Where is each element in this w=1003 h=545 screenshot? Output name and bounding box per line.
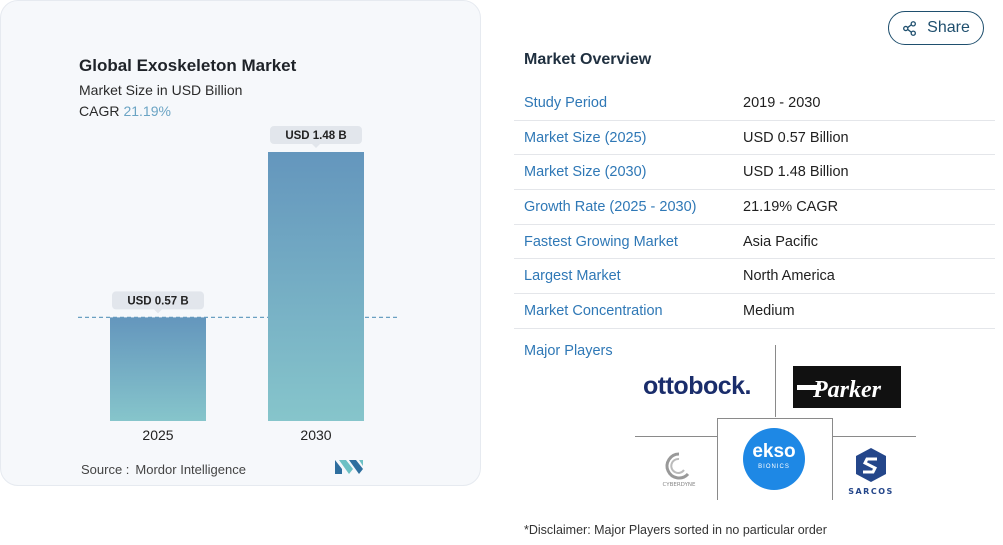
share-icon [903,20,917,36]
parker-logo: Parker [793,366,901,408]
overview-title: Market Overview [524,51,652,68]
disclaimer-text: *Disclaimer: Major Players sorted in no … [524,523,827,537]
ottobock-logo: ottobock. [643,372,752,400]
chart-title: Global Exoskeleton Market [79,56,297,75]
overview-key: Market Size (2030) [524,164,647,181]
chart-card: Global Exoskeleton Market Market Size in… [0,0,481,486]
cagr-value: 21.19% [123,103,171,119]
cyberdyne-logo-text: CYBERDYNE [662,482,696,488]
overview-value: Asia Pacific [743,233,818,250]
ekso-logo-text: ekso [752,441,796,462]
ekso-bionics-logo: ekso BIONICS [743,428,805,490]
grid-divider [717,418,718,500]
overview-key: Market Concentration [524,302,663,319]
sarcos-logo: SARCOS [840,446,902,496]
data-label-bg [270,126,362,144]
data-label: USD 1.48 B [285,130,346,142]
overview-row: Market Size (2030) USD 1.48 Billion [514,155,995,191]
share-label: Share [927,19,970,36]
data-label-bg [112,291,204,310]
overview-key: Largest Market [524,268,621,285]
overview-row: Market Size (2025) USD 0.57 Billion [514,121,995,156]
grid-divider [832,418,833,500]
bar-chart: USD 0.57 B 2025 USD 1.48 B 2030 [78,126,399,443]
x-tick-label: 2025 [142,427,173,443]
source-line: Source : Mordor Intelligence [81,462,246,477]
data-label: USD 0.57 B [127,295,188,307]
overview-value: 2019 - 2030 [743,94,821,111]
source-value: Mordor Intelligence [135,462,246,477]
grid-divider [832,436,916,437]
cagr-label: CAGR [79,103,120,119]
cagr-line: CAGR 21.19% [79,103,171,119]
overview-value: 21.19% CAGR [743,198,839,215]
share-button[interactable]: Share [888,11,984,45]
parker-logo-text: Parker [812,377,882,403]
sarcos-logo-text: SARCOS [848,487,894,496]
data-label-pointer [154,309,162,314]
cyberdyne-logo: CYBERDYNE [650,450,708,490]
overview-row: Study Period 2019 - 2030 [514,86,995,121]
overview-row: Largest Market North America [514,259,995,295]
overview-value: USD 1.48 Billion [743,164,849,181]
ekso-logo-subtext: BIONICS [758,464,790,470]
bar-2025 [110,317,206,421]
overview-value: Medium [743,302,795,319]
overview-key: Growth Rate (2025 - 2030) [524,198,697,215]
grid-divider [717,418,832,419]
overview-value: USD 0.57 Billion [743,129,849,146]
overview-value: North America [743,268,835,285]
data-label-pointer [312,144,320,148]
overview-key: Market Size (2025) [524,129,647,146]
overview-key: Fastest Growing Market [524,233,678,250]
overview-key: Study Period [524,94,608,111]
major-players-label: Major Players [524,343,613,359]
overview-row: Growth Rate (2025 - 2030) 21.19% CAGR [514,190,995,225]
overview-row: Fastest Growing Market Asia Pacific [514,225,995,260]
mordor-logo-icon [335,460,363,474]
grid-divider [635,436,717,437]
grid-divider [775,345,776,417]
chart-subtitle: Market Size in USD Billion [79,82,243,98]
overview-row: Market Concentration Medium [514,294,995,329]
bar-2030 [268,152,364,421]
source-label: Source : [81,462,130,477]
overview-table: Study Period 2019 - 2030 Market Size (2025… [514,86,995,329]
x-tick-label: 2030 [300,427,331,443]
